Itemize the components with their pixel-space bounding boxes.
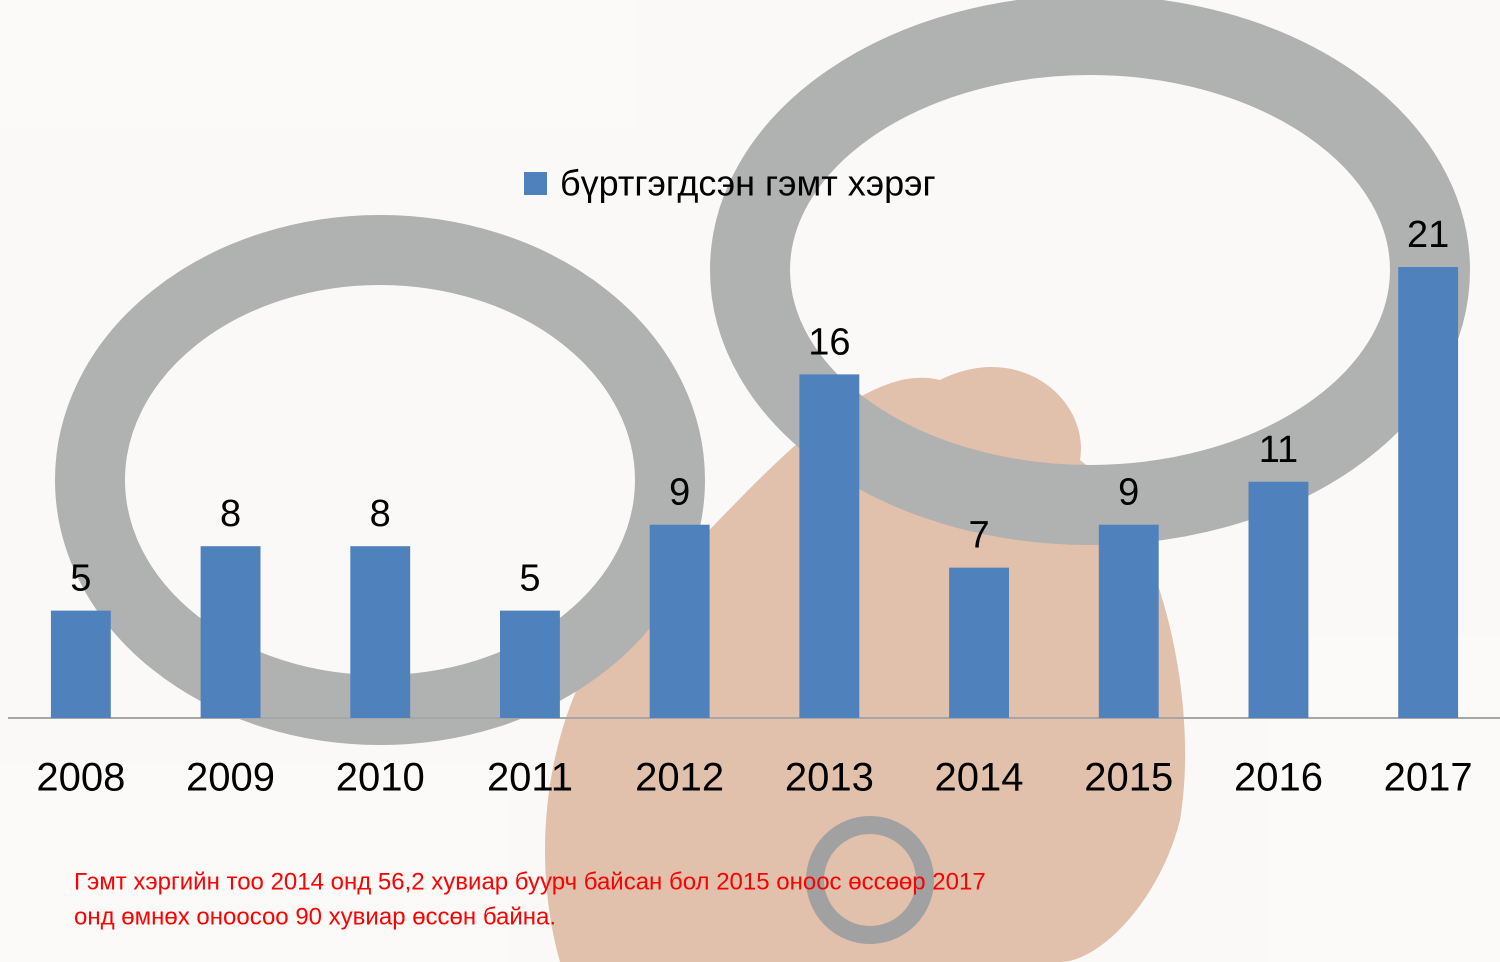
bar (649, 524, 710, 718)
data-label: 9 (1118, 472, 1139, 514)
bar (1248, 481, 1309, 718)
bar (200, 546, 261, 718)
data-label: 11 (1259, 429, 1298, 471)
bar (500, 610, 560, 718)
bar (949, 567, 1009, 718)
x-tick-label: 2015 (1084, 756, 1173, 800)
data-label: 16 (808, 321, 850, 363)
data-label: 9 (669, 472, 690, 514)
annotation: онд өмнөх оноосоо 90 хувиар өссөн байна. (74, 903, 556, 930)
data-label: 8 (220, 493, 241, 535)
legend-swatch (524, 172, 547, 195)
bar (50, 610, 111, 718)
data-label: 21 (1407, 214, 1449, 256)
x-tick-label: 2010 (336, 756, 425, 800)
annotation: Гэмт хэргийн тоо 2014 онд 56,2 хувиар бу… (74, 868, 986, 895)
x-tick-label: 2009 (186, 756, 275, 800)
data-label: 5 (519, 558, 540, 600)
x-tick-label: 2013 (785, 756, 874, 800)
data-label: 7 (968, 515, 989, 557)
bar (350, 546, 411, 718)
bar (1098, 524, 1159, 718)
legend-label: бүртгэгдсэн гэмт хэрэг (560, 163, 936, 204)
bar (1398, 267, 1459, 718)
data-label: 8 (370, 493, 391, 535)
x-tick-label: 2012 (635, 756, 724, 800)
x-tick-label: 2017 (1384, 756, 1473, 800)
x-tick-label: 2011 (487, 756, 573, 800)
x-tick-label: 2016 (1234, 756, 1323, 800)
data-label: 5 (70, 558, 91, 600)
x-tick-label: 2014 (935, 756, 1024, 800)
bar (799, 374, 860, 718)
x-tick-label: 2008 (36, 756, 125, 800)
